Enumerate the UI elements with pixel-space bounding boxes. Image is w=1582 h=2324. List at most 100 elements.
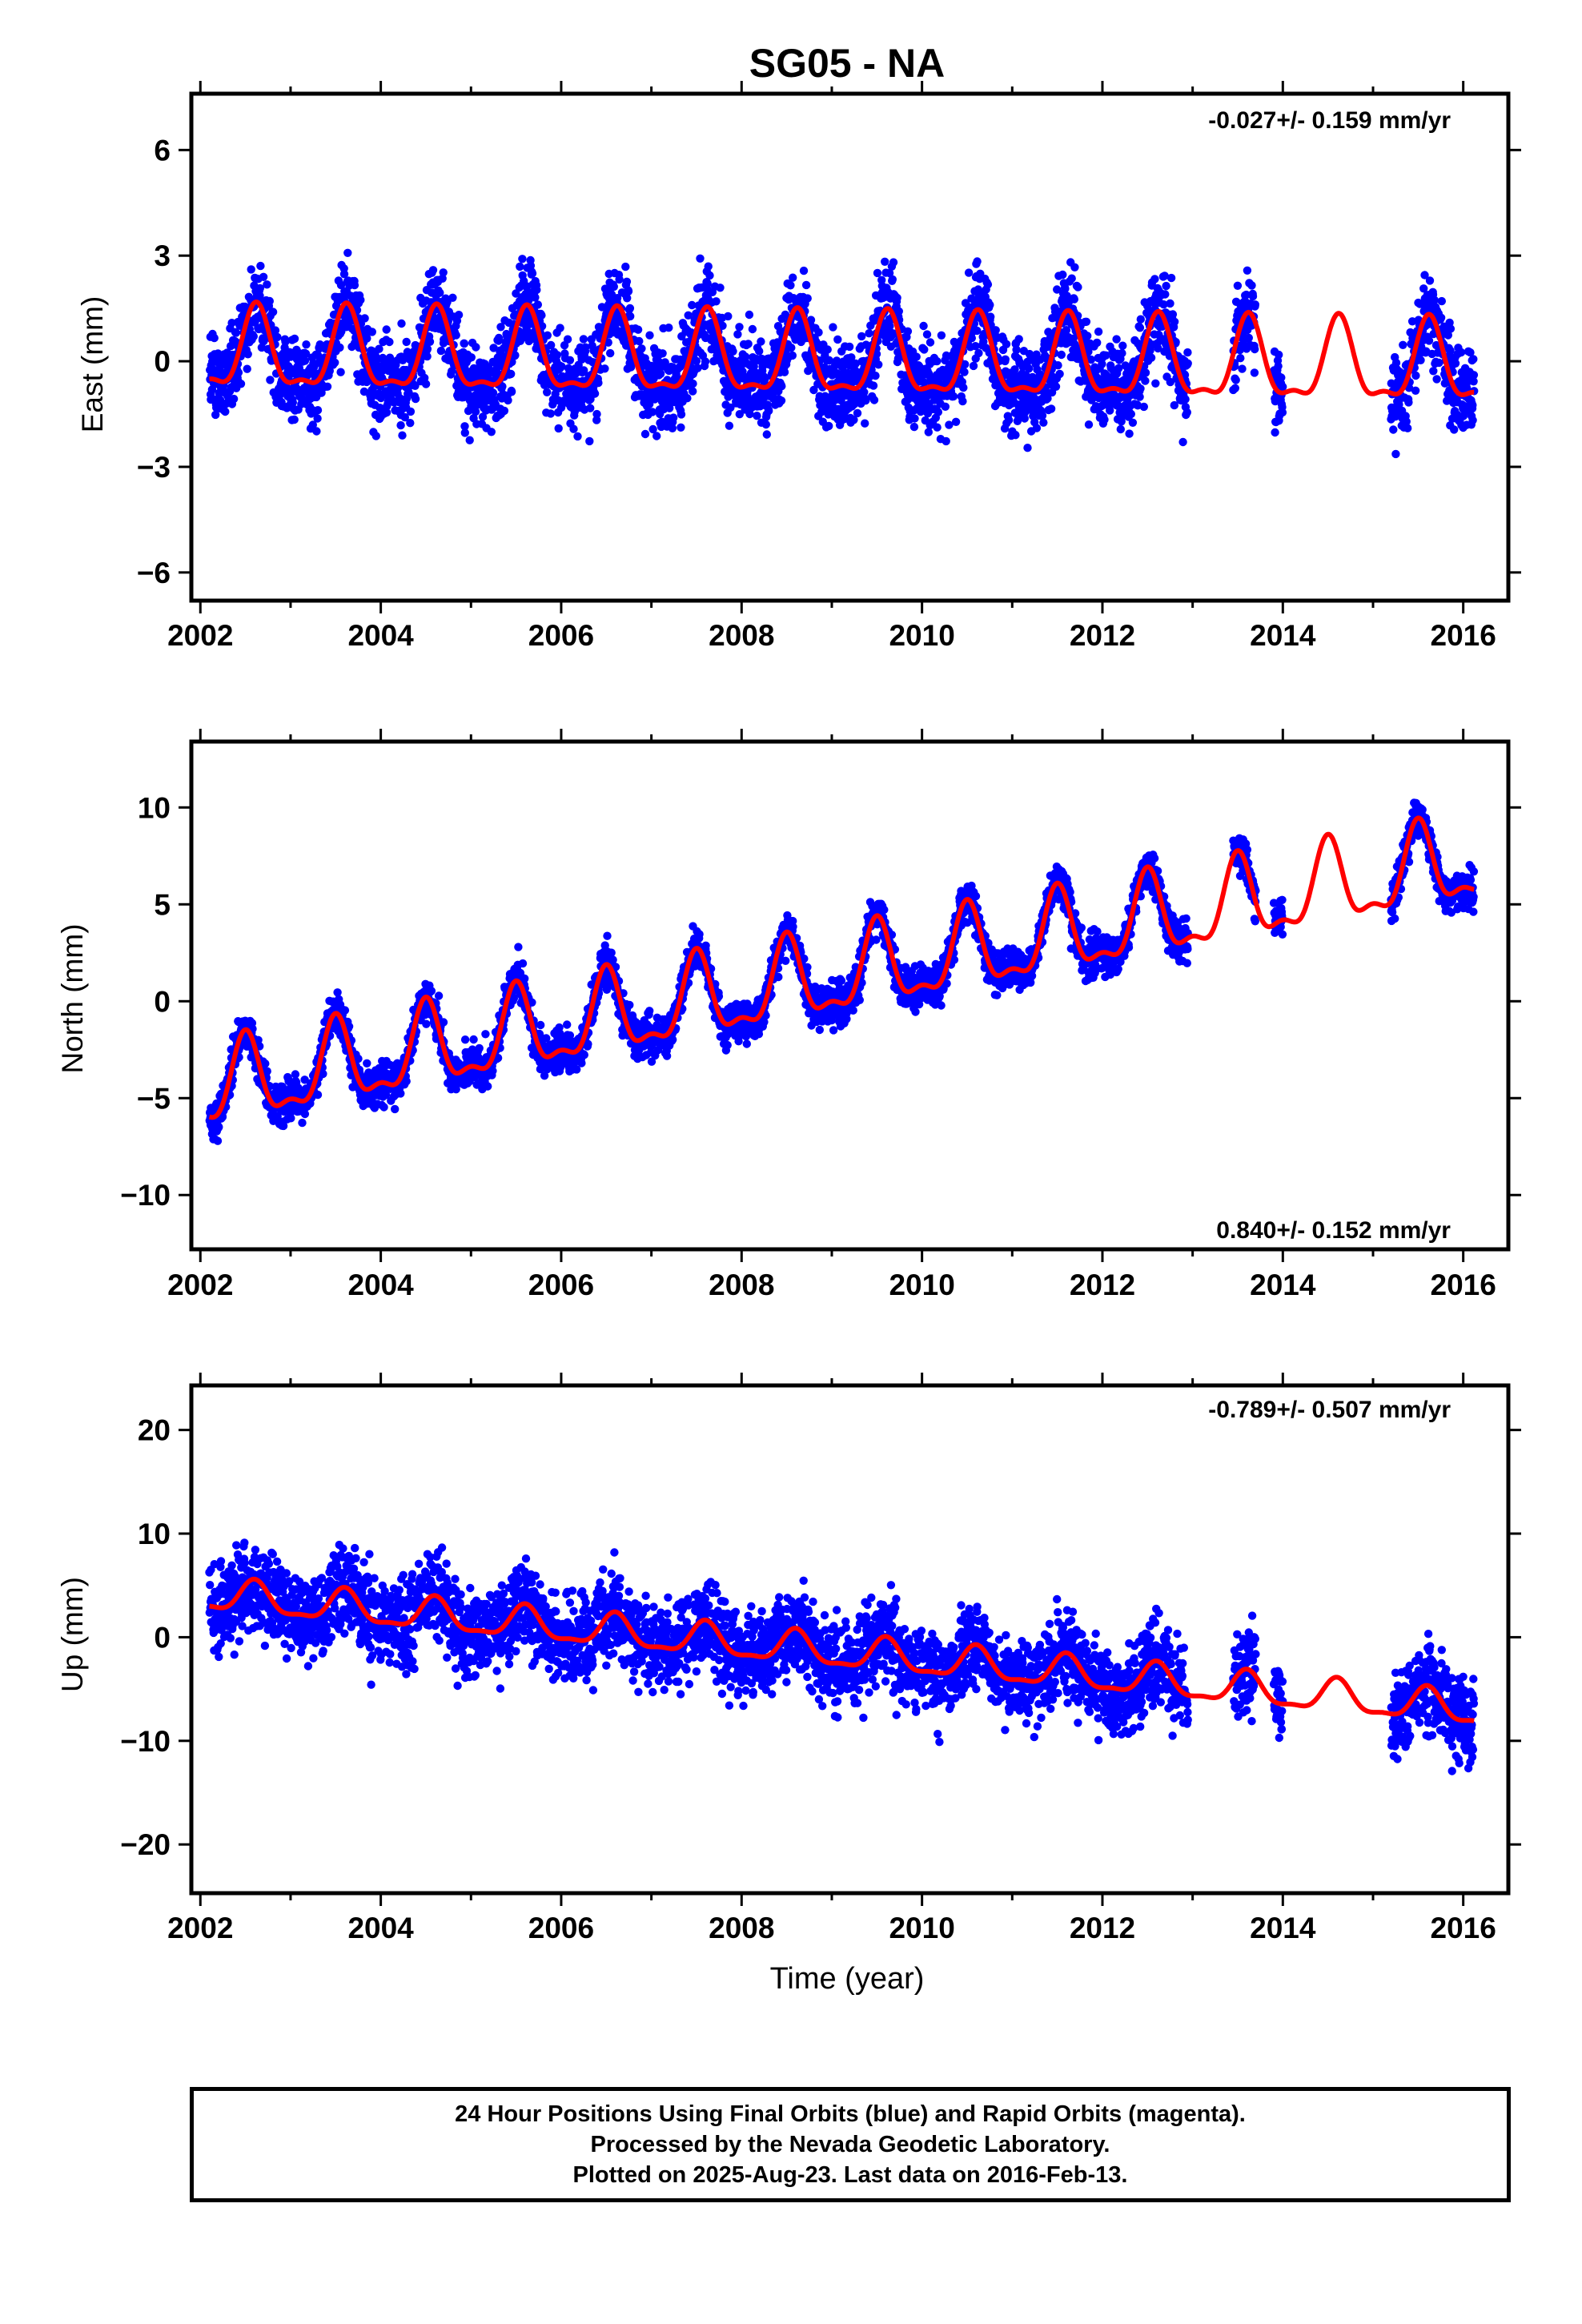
data-point [762,430,771,439]
data-point [547,340,556,350]
data-point [511,351,520,360]
data-point [1094,328,1103,336]
data-point [1136,315,1146,324]
data-point [1046,404,1056,413]
data-point [893,293,901,303]
data-point [261,1059,270,1068]
data-point [910,414,919,423]
data-point [1168,310,1178,319]
data-point [1112,335,1121,344]
data-point [504,396,512,405]
x-tick-label: 2006 [528,619,594,652]
data-point [592,409,601,419]
data-point [1429,367,1438,376]
data-point [579,335,588,344]
data-point [1020,414,1030,423]
data-point [1102,351,1110,360]
data-point [1178,437,1187,447]
data-point [1411,386,1420,395]
data-point [221,407,230,416]
panel-east: 2002 2004 2006 2008 2010 2012 2014 2016630−3−6E… [76,81,1521,652]
data-point [648,424,657,434]
data-point [799,266,809,275]
y-tick-label: 0 [154,345,171,378]
data-point [1098,360,1106,368]
data-point [1146,353,1156,362]
data-point [669,413,678,422]
x-tick-label: 2010 [889,619,954,652]
data-point [959,383,968,392]
data-point [271,326,280,335]
data-point [512,289,520,298]
data-point [851,359,861,368]
data-point [656,369,665,378]
data-point [356,296,365,304]
data-point [1054,361,1062,370]
data-point [259,272,268,281]
data-point [363,334,371,343]
data-point [1067,274,1076,283]
data-point [531,293,540,302]
data-point [757,337,765,346]
data-point [266,376,275,384]
data-point [371,432,380,440]
data-point [439,268,448,277]
data-point [379,1103,388,1112]
data-point [748,324,757,334]
data-point [532,285,541,295]
x-tick-label: 2012 [1070,619,1135,652]
data-point [255,283,264,293]
data-point [645,331,654,340]
data-point [396,420,405,430]
data-point [693,364,702,372]
data-point [873,268,882,278]
data-point [367,328,376,336]
data-point [273,332,282,342]
data-point [903,327,913,336]
data-point [546,409,555,418]
data-point [229,394,239,404]
data-point [861,396,870,404]
data-point [1070,263,1079,271]
data-point [460,422,469,431]
data-point [1053,285,1062,294]
data-point [298,1118,307,1128]
data-point [580,366,588,375]
data-point [1011,431,1020,440]
data-point [945,420,954,429]
data-point [780,368,789,376]
data-point [677,423,685,432]
data-point [323,382,332,391]
data-point [422,1019,431,1028]
data-point [1057,350,1066,360]
data-point [665,404,674,412]
data-point [1243,266,1252,275]
data-point [861,419,869,428]
data-point [624,287,633,296]
data-point [920,345,929,354]
data-point [496,323,505,332]
data-point [741,352,750,361]
data-point [1233,281,1243,290]
data-point [889,258,898,267]
data-point [637,344,646,353]
data-point [744,340,753,348]
data-point [500,406,509,416]
data-point [268,308,278,316]
data-point [919,321,928,331]
data-point [404,388,413,397]
data-point [604,338,612,347]
data-point [1416,356,1425,364]
data-point [494,333,504,343]
data-point [635,336,644,346]
data-point [1086,355,1096,364]
data-point [701,357,710,366]
data-point [623,294,632,303]
data-point [765,406,773,416]
data-point [1399,340,1407,349]
data-point [847,353,856,362]
data-point [594,378,603,388]
data-point [400,412,409,422]
data-point [1002,340,1011,348]
